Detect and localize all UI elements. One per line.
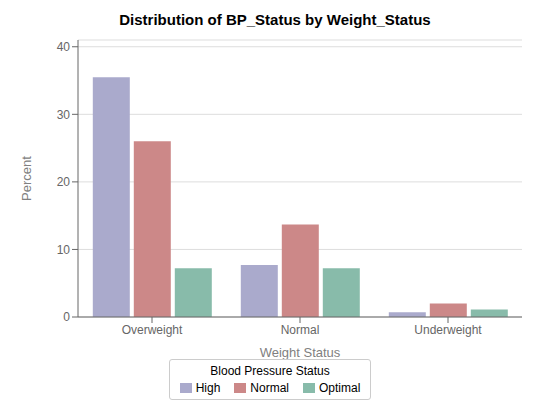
svg-text:30: 30 [57, 108, 71, 122]
svg-text:10: 10 [57, 243, 71, 257]
svg-text:20: 20 [57, 175, 71, 189]
svg-text:0: 0 [63, 310, 70, 324]
html-text:Normal: Normal [250, 381, 289, 395]
svg-text:Overweight: Overweight [122, 323, 183, 337]
svg-text:40: 40 [57, 40, 71, 54]
svg-text:Weight Status: Weight Status [260, 345, 341, 360]
svg-text:Underweight: Underweight [414, 323, 482, 337]
html-text:High: High [195, 381, 221, 395]
svg-text:Normal: Normal [281, 323, 320, 337]
svg-text:Percent: Percent [19, 156, 34, 201]
html-text:Distribution of BP_Status by W: Distribution of BP_Status by Weight_Stat… [119, 11, 431, 28]
html-text:Optimal: Optimal [319, 381, 361, 395]
html-text:Blood Pressure Status: Blood Pressure Status [210, 364, 330, 378]
